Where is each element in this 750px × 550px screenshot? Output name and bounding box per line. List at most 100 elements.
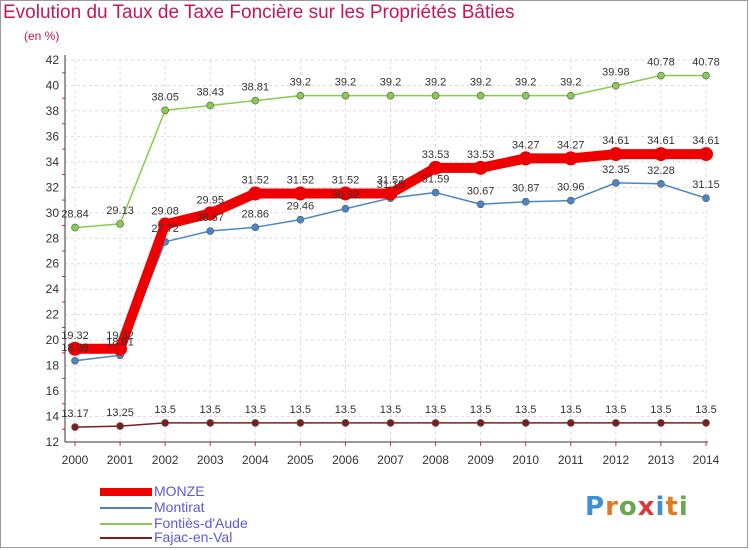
data-label: 29.95	[196, 194, 224, 206]
x-tick-label: 2011	[558, 453, 584, 467]
data-label: 30.87	[512, 183, 540, 195]
data-label: 34.61	[602, 135, 630, 147]
data-label: 13.5	[470, 404, 491, 416]
data-point	[566, 419, 575, 427]
y-tick-label: 14	[46, 410, 60, 424]
data-label: 38.81	[242, 82, 270, 94]
data-point	[161, 419, 169, 427]
y-tick-label: 24	[46, 282, 60, 296]
data-point	[657, 179, 665, 188]
data-point	[206, 419, 215, 427]
data-label: 33.53	[422, 149, 450, 161]
y-tick-label: 32	[46, 180, 60, 194]
y-tick-label: 40	[46, 78, 60, 92]
data-label: 38.43	[196, 86, 224, 98]
data-point	[251, 419, 260, 427]
legend-label: Montirat	[154, 499, 205, 515]
legend-swatch	[100, 488, 152, 496]
data-point	[612, 419, 620, 427]
data-point	[702, 194, 710, 202]
data-label: 34.27	[557, 139, 585, 151]
data-point	[476, 419, 485, 427]
chart-title: Evolution du Taux de Taxe Foncière sur l…	[3, 2, 515, 23]
data-point	[341, 91, 350, 100]
x-tick-label: 2004	[242, 453, 269, 467]
data-label: 18.38	[61, 342, 89, 354]
data-point	[476, 200, 485, 209]
data-label: 39.2	[425, 77, 446, 89]
data-label: 13.5	[200, 404, 221, 416]
data-label: 32.35	[602, 164, 630, 176]
data-labels: 13.17 13.25 13.5 13.5 13.5 13.5 13.5 13.5 13.5 13…	[61, 57, 720, 421]
data-point	[293, 186, 308, 201]
y-tick-label: 42	[46, 53, 60, 67]
data-point	[566, 91, 575, 100]
data-point	[566, 196, 575, 205]
data-point	[113, 341, 128, 356]
data-point	[612, 81, 620, 90]
data-label: 13.5	[425, 404, 446, 416]
data-point	[518, 151, 533, 166]
data-label: 13.5	[154, 404, 175, 416]
data-point	[476, 91, 485, 100]
data-label: 39.98	[602, 67, 630, 79]
data-label: 28.57	[196, 212, 224, 224]
data-label: 33.53	[467, 149, 495, 161]
legend-swatch	[100, 523, 152, 525]
data-point	[116, 422, 124, 430]
data-point	[657, 71, 665, 80]
data-label: 31.15	[377, 179, 405, 191]
data-label: 31.59	[422, 174, 450, 186]
data-point	[383, 186, 398, 201]
data-point	[206, 101, 215, 110]
data-point	[116, 220, 124, 228]
y-tick-label: 22	[46, 308, 60, 322]
y-tick-label: 34	[46, 155, 60, 169]
data-point	[71, 423, 79, 431]
x-tick-label: 2008	[422, 453, 449, 467]
x-tick-label: 2002	[152, 453, 179, 467]
data-label: 13.5	[695, 404, 716, 416]
data-point	[521, 197, 530, 206]
y-tick-label: 38	[46, 104, 60, 118]
data-label: 31.52	[377, 174, 405, 186]
data-label: 30.32	[332, 190, 360, 202]
data-label: 28.86	[242, 208, 270, 220]
y-tick-label: 28	[46, 231, 60, 245]
y-tick-label: 36	[46, 129, 60, 143]
data-label: 13.25	[106, 407, 134, 419]
data-label: 39.2	[470, 77, 491, 89]
data-point	[68, 341, 82, 356]
x-tick-label: 2009	[467, 453, 494, 467]
data-label: 39.2	[515, 77, 536, 89]
data-point	[251, 96, 260, 105]
data-label: 13.5	[605, 404, 626, 416]
x-tick-label: 2006	[332, 453, 359, 467]
data-point	[563, 151, 578, 166]
data-label: 29.08	[151, 206, 179, 218]
data-point	[338, 186, 353, 201]
proxiti-logo: Proxiti	[585, 492, 689, 522]
data-label: 13.5	[290, 404, 311, 416]
data-label: 34.61	[692, 135, 720, 147]
x-tick-label: 2013	[648, 453, 675, 467]
x-tick-label: 2005	[287, 453, 314, 467]
y-tick-label: 12	[46, 435, 60, 449]
legend-label: MONZE	[154, 483, 205, 499]
data-point	[702, 419, 710, 427]
data-point	[248, 186, 263, 201]
data-label: 13.5	[245, 404, 266, 416]
data-label: 31.15	[692, 179, 720, 191]
data-point	[431, 91, 440, 100]
series-lines	[68, 71, 713, 431]
data-point	[341, 204, 350, 213]
data-label: 28.84	[61, 209, 89, 221]
data-label: 13.17	[61, 408, 89, 420]
data-label: 40.78	[692, 57, 720, 69]
data-label: 39.2	[335, 77, 356, 89]
data-label: 39.2	[560, 77, 581, 89]
data-point	[341, 419, 350, 427]
x-tick-label: 2014	[693, 453, 720, 467]
data-point	[699, 147, 713, 162]
